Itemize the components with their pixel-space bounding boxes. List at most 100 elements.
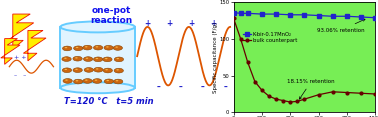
- Circle shape: [95, 80, 97, 81]
- K-bir-0.17MnO₂: [288, 14, 293, 16]
- Circle shape: [106, 46, 109, 48]
- Text: –: –: [201, 83, 205, 92]
- Circle shape: [62, 46, 72, 51]
- FancyBboxPatch shape: [60, 27, 135, 88]
- K-bir-0.17MnO₂: [246, 13, 250, 14]
- bulk counterpart: [373, 93, 378, 95]
- Circle shape: [86, 58, 88, 59]
- K-bir-0.17MnO₂: [231, 12, 236, 13]
- Polygon shape: [8, 14, 34, 49]
- Circle shape: [76, 47, 78, 48]
- bulk counterpart: [260, 90, 264, 91]
- K-bir-0.17MnO₂: [330, 16, 335, 17]
- Circle shape: [84, 68, 93, 72]
- Circle shape: [76, 80, 78, 81]
- Text: +: +: [144, 20, 151, 28]
- Circle shape: [73, 79, 83, 84]
- bulk counterpart: [316, 94, 321, 95]
- Circle shape: [65, 79, 68, 81]
- Circle shape: [65, 47, 67, 48]
- Text: 18.15% retention: 18.15% retention: [287, 79, 335, 99]
- Text: –: –: [223, 83, 227, 92]
- Circle shape: [73, 56, 82, 61]
- K-bir-0.17MnO₂: [274, 13, 278, 15]
- Circle shape: [115, 46, 118, 48]
- Circle shape: [73, 68, 82, 73]
- bulk counterpart: [267, 95, 271, 97]
- bulk counterpart: [302, 98, 307, 100]
- Circle shape: [64, 58, 67, 59]
- Circle shape: [94, 67, 103, 72]
- Y-axis label: Specific capacitance (F/g): Specific capacitance (F/g): [213, 22, 218, 93]
- bulk counterpart: [288, 101, 293, 103]
- Circle shape: [116, 69, 119, 70]
- Circle shape: [103, 68, 112, 73]
- Text: T=120 °C   t=5 min: T=120 °C t=5 min: [64, 97, 154, 106]
- bulk counterpart: [359, 93, 363, 94]
- Circle shape: [83, 45, 92, 50]
- bulk counterpart: [231, 18, 236, 19]
- Circle shape: [96, 46, 98, 48]
- Line: K-bir-0.17MnO₂: K-bir-0.17MnO₂: [232, 11, 377, 19]
- Circle shape: [86, 68, 89, 70]
- Circle shape: [96, 68, 98, 70]
- K-bir-0.17MnO₂: [359, 16, 363, 18]
- Circle shape: [105, 58, 107, 59]
- K-bir-0.17MnO₂: [239, 13, 243, 14]
- K-bir-0.17MnO₂: [302, 14, 307, 16]
- Circle shape: [93, 45, 103, 50]
- Circle shape: [105, 69, 108, 70]
- Circle shape: [65, 69, 67, 70]
- Text: –: –: [179, 83, 183, 92]
- Circle shape: [75, 57, 78, 58]
- Circle shape: [93, 57, 103, 62]
- Line: bulk counterpart: bulk counterpart: [232, 17, 377, 103]
- bulk counterpart: [295, 101, 300, 102]
- Text: +: +: [167, 20, 173, 28]
- Circle shape: [113, 46, 122, 50]
- Text: 93.06% retention: 93.06% retention: [317, 19, 365, 33]
- Circle shape: [114, 57, 124, 62]
- Circle shape: [74, 46, 83, 51]
- Polygon shape: [23, 30, 46, 61]
- Polygon shape: [1, 39, 20, 64]
- bulk counterpart: [246, 62, 250, 63]
- Text: –   –: – –: [14, 73, 26, 78]
- bulk counterpart: [274, 98, 278, 100]
- Circle shape: [113, 79, 123, 84]
- Ellipse shape: [60, 21, 135, 32]
- bulk counterpart: [281, 100, 285, 101]
- Circle shape: [84, 57, 93, 61]
- Circle shape: [104, 79, 113, 84]
- K-bir-0.17MnO₂: [260, 13, 264, 15]
- Circle shape: [83, 79, 92, 83]
- Circle shape: [63, 79, 72, 83]
- Circle shape: [107, 80, 109, 81]
- Circle shape: [62, 68, 71, 73]
- Ellipse shape: [60, 82, 135, 93]
- K-bir-0.17MnO₂: [373, 17, 378, 18]
- K-bir-0.17MnO₂: [345, 16, 349, 17]
- Text: one-pot
reaction: one-pot reaction: [90, 6, 133, 25]
- Text: –: –: [157, 83, 161, 92]
- Circle shape: [116, 80, 118, 81]
- Circle shape: [96, 58, 98, 59]
- Circle shape: [103, 57, 112, 62]
- Text: + +: + +: [14, 55, 26, 60]
- Circle shape: [85, 46, 88, 47]
- bulk counterpart: [239, 38, 243, 40]
- Text: +: +: [211, 20, 217, 28]
- Circle shape: [114, 68, 124, 73]
- Legend: K-bir-0.17MnO₂, bulk counterpart: K-bir-0.17MnO₂, bulk counterpart: [240, 30, 299, 45]
- bulk counterpart: [345, 92, 349, 93]
- Text: +: +: [189, 20, 195, 28]
- Circle shape: [93, 79, 102, 83]
- Circle shape: [104, 45, 113, 50]
- Circle shape: [116, 58, 119, 59]
- Circle shape: [62, 57, 71, 61]
- bulk counterpart: [330, 91, 335, 93]
- K-bir-0.17MnO₂: [316, 15, 321, 16]
- Circle shape: [75, 69, 78, 70]
- Circle shape: [85, 80, 88, 81]
- bulk counterpart: [253, 81, 257, 82]
